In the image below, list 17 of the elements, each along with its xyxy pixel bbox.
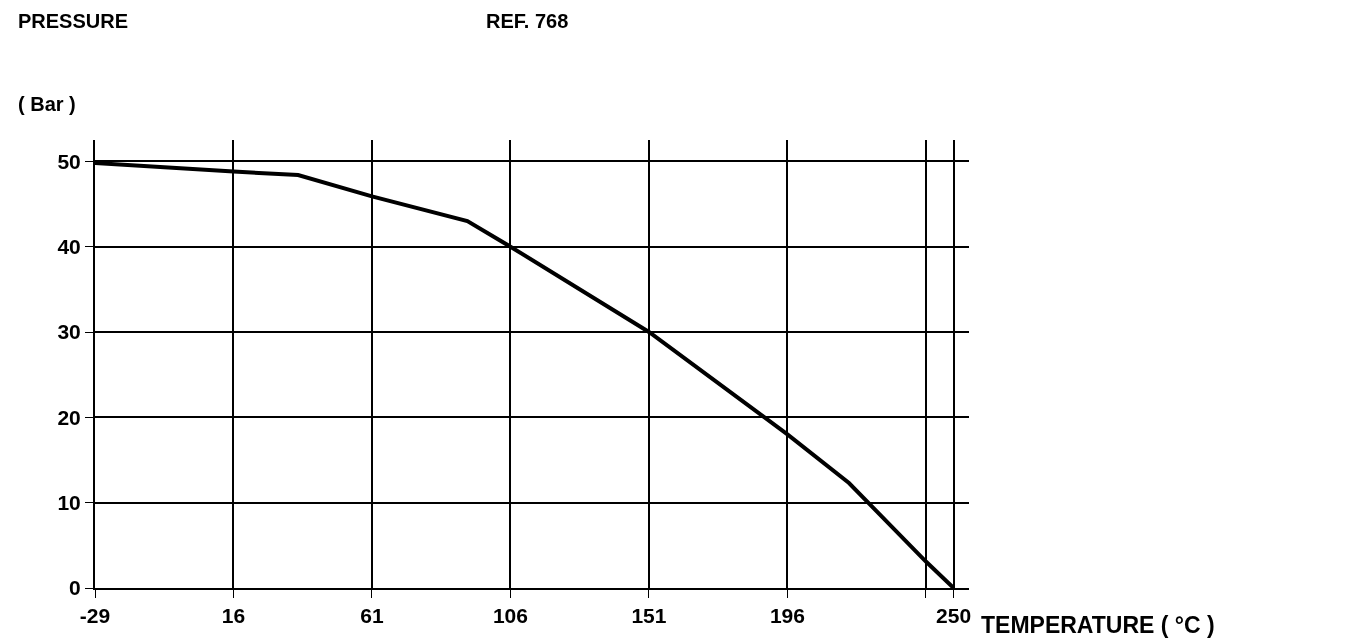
x-tick-label: 151 (631, 604, 667, 628)
x-tick-label: -29 (79, 604, 111, 628)
y-tick-label: 10 (57, 491, 81, 515)
y-tick-label: 30 (57, 320, 81, 344)
y-tick-label: 40 (57, 235, 81, 259)
y-axis-title: ( Bar ) (18, 93, 76, 115)
x-tick-label: 16 (221, 604, 246, 628)
y-tick-label: 0 (69, 576, 81, 600)
x-tick-label: 106 (492, 604, 528, 628)
x-tick-label: 61 (360, 604, 384, 628)
x-axis-title: TEMPERATURE ( °C ) (981, 612, 1215, 638)
chart-title: PRESSURE (18, 10, 129, 32)
chart-subtitle: REF. 768 (486, 10, 569, 32)
y-tick-label: 50 (57, 149, 81, 173)
y-tick-label: 20 (57, 405, 81, 429)
x-tick-label: 250 (936, 604, 972, 628)
x-tick-label: 196 (769, 604, 805, 628)
